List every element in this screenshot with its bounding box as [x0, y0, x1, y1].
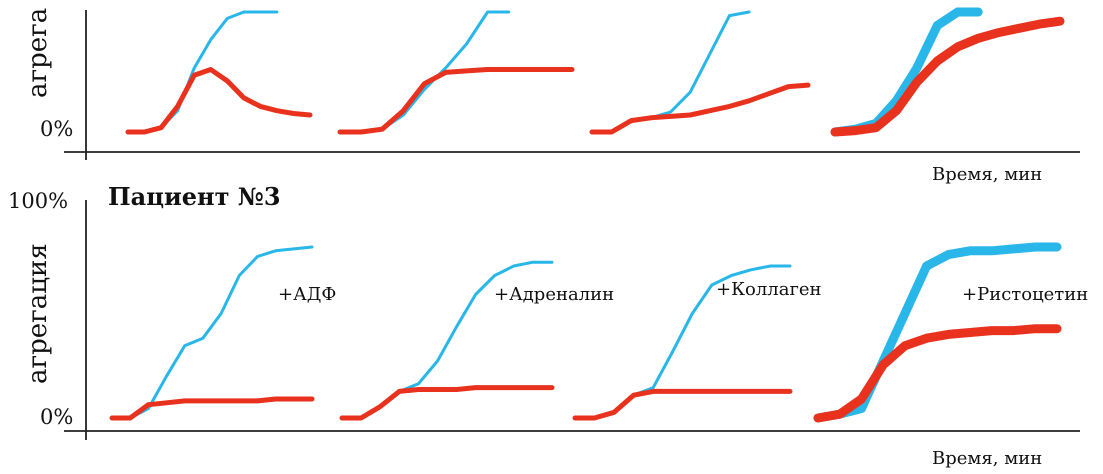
bottom-ytick-100: 100%	[8, 189, 68, 213]
curve-panel2-agonist1-blue	[110, 245, 314, 420]
agonist-label-adrenalin: +Адреналин	[494, 284, 614, 305]
curve-panel2-agonist3-red	[572, 388, 793, 421]
curve-panel2-agonist2-red	[339, 385, 555, 421]
agonist-label-ristocetin: +Ристоцетин	[962, 284, 1088, 305]
agonist-label-adp: +АДФ	[278, 284, 336, 305]
curve-panel1-agonist1-red	[125, 67, 313, 135]
curve-panel1-agonist3-red	[589, 82, 811, 135]
bottom-y-axis-label: агрегация	[23, 243, 53, 384]
curve-panel2-agonist4-blue	[813, 242, 1062, 423]
top-x-axis-label: Время, мин	[932, 164, 1042, 185]
top-ytick-0: 0%	[40, 117, 73, 141]
curve-panel2-agonist1-red	[109, 396, 315, 421]
bottom-ytick-0: 0%	[40, 405, 73, 429]
bottom-x-axis-label: Время, мин	[932, 448, 1042, 469]
curve-panel1-agonist4-red	[830, 16, 1065, 137]
curve-panel1-agonist2-red	[337, 67, 575, 135]
agonist-label-collagen: +Коллаген	[716, 279, 822, 300]
curve-panel1-agonist4-blue	[830, 7, 983, 137]
curve-panel2-agonist4-red	[813, 324, 1062, 423]
panel-title: Пациент №3	[108, 182, 281, 211]
curves-layer	[109, 7, 1065, 423]
top-y-axis-label: агрега	[23, 8, 53, 98]
